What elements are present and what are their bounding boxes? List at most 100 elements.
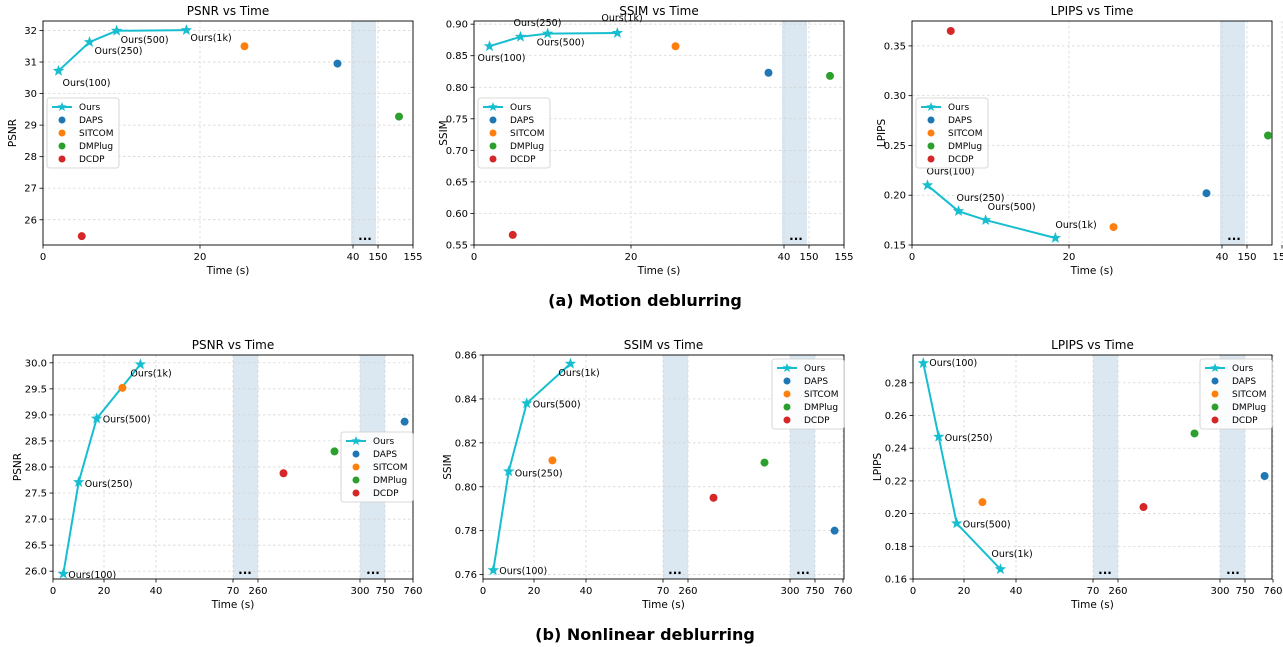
- ours-point-label: Ours(250): [945, 433, 993, 444]
- x-tick-label: 0: [480, 586, 486, 597]
- ours-point-label: Ours(250): [95, 46, 143, 57]
- legend-label: DCDP: [79, 155, 105, 165]
- legend-label: DMPlug: [510, 142, 544, 152]
- x-tick-label: 760: [1263, 586, 1282, 597]
- ours-line: [57, 29, 187, 72]
- x-tick-label: 760: [833, 586, 852, 597]
- axis-break-ellipsis: ...: [1226, 563, 1240, 577]
- x-tick-label: 20: [98, 586, 111, 597]
- y-tick-label: 0.30: [884, 91, 906, 102]
- legend-label: SITCOM: [1232, 390, 1266, 400]
- sitcom-point: [548, 456, 557, 465]
- dmplug-point: [760, 458, 769, 467]
- y-tick-label: 29.5: [25, 384, 47, 395]
- panel-title: LPIPS vs Time: [1051, 338, 1134, 352]
- legend-swatch-dot: [927, 142, 935, 150]
- sitcom-point: [1109, 223, 1118, 232]
- x-tick-label: 260: [1108, 586, 1127, 597]
- daps-point: [1260, 471, 1269, 480]
- dcdp-point: [709, 493, 718, 502]
- daps-point: [1202, 189, 1211, 198]
- ours-point-label: Ours(100): [499, 566, 547, 577]
- dcdp-point: [508, 230, 517, 239]
- caption-motion-deblurring: (a) Motion deblurring: [548, 291, 742, 310]
- ours-point-label: Ours(1k): [991, 549, 1032, 560]
- dcdp-point: [1139, 503, 1148, 512]
- y-tick-label: 0.60: [446, 209, 468, 220]
- legend: Ours DAPS SITCOM DMPlug DCDP: [771, 358, 845, 430]
- axis-break-ellipsis: ...: [238, 563, 252, 577]
- legend-label: DAPS: [510, 116, 534, 126]
- ours-star-marker: [951, 517, 963, 529]
- x-tick-label: 0: [471, 252, 477, 263]
- y-tick-label: 0.25: [884, 141, 906, 152]
- y-tick-label: 26.0: [25, 567, 47, 578]
- y-tick-label: 0.16: [885, 575, 907, 586]
- legend: Ours DAPS SITCOM DMPlug DCDP: [1199, 358, 1273, 430]
- legend-swatch-dot: [489, 129, 497, 137]
- y-tick-label: 0.28: [885, 378, 907, 389]
- y-tick-label: 29.0: [25, 410, 47, 421]
- x-tick-label: 260: [248, 586, 267, 597]
- ours-star-marker: [979, 214, 992, 225]
- x-tick-label: 20: [194, 252, 207, 263]
- axis-break-ellipsis: ...: [796, 563, 810, 577]
- y-tick-label: 0.75: [446, 114, 468, 125]
- axis-break-band: [1220, 21, 1245, 245]
- y-tick-label: 28.5: [25, 436, 47, 447]
- legend-label: DCDP: [1232, 416, 1258, 426]
- axis-break-band: [1093, 355, 1118, 579]
- legend-label: SITCOM: [373, 463, 407, 473]
- x-tick-label: 20: [528, 586, 541, 597]
- x-tick-label: 260: [678, 586, 697, 597]
- x-tick-label: 300: [350, 586, 369, 597]
- y-axis-label: LPIPS: [876, 119, 888, 148]
- ours-star-marker: [994, 563, 1007, 575]
- ours-star-marker: [57, 567, 69, 579]
- ours-star-marker: [1049, 232, 1062, 243]
- axis-break-ellipsis: ...: [789, 229, 803, 243]
- ours-star-marker: [487, 564, 499, 576]
- panel-0-1: 0 20 40 150 155 0.55 0.60 0.65 0.70 0.75 0.80 0.85 0…: [438, 4, 854, 277]
- legend-label: Ours: [79, 103, 100, 113]
- y-tick-label: 31: [24, 58, 37, 69]
- ours-point-label: Ours(100): [63, 78, 111, 89]
- plot-frame: [482, 354, 845, 580]
- legend-label: DMPlug: [804, 403, 838, 413]
- x-tick-label: 750: [1235, 586, 1254, 597]
- ours-star-marker: [933, 430, 945, 442]
- ours-point-label: Ours(250): [514, 18, 562, 29]
- y-tick-label: 28.0: [25, 463, 47, 474]
- daps-point: [830, 526, 839, 535]
- y-tick-label: 30.0: [25, 358, 47, 369]
- ours-point-label: Ours(500): [103, 415, 151, 426]
- x-axis-label: Time (s): [1070, 265, 1114, 277]
- x-axis-label: Time (s): [1070, 599, 1114, 611]
- y-axis-label: PSNR: [7, 119, 19, 147]
- y-axis-label: PSNR: [12, 453, 24, 481]
- legend-swatch-star: [1210, 363, 1220, 373]
- panel-title: SSIM vs Time: [624, 338, 703, 352]
- legend-swatch-dot: [58, 116, 66, 124]
- legend-label: Ours: [948, 103, 969, 113]
- legend-swatch-star: [57, 102, 67, 112]
- dmplug-point: [826, 71, 834, 80]
- axis-break-ellipsis: ...: [668, 563, 682, 577]
- legend-label: DMPlug: [1232, 403, 1266, 413]
- plot-frame: [473, 20, 845, 246]
- ours-point-label: Ours(1k): [130, 368, 171, 379]
- y-tick-label: 0.76: [455, 570, 477, 581]
- ours-point-label: Ours(100): [478, 53, 526, 64]
- ours-star-marker: [91, 412, 103, 424]
- ours-star-marker: [73, 476, 85, 487]
- y-tick-label: 0.70: [446, 146, 468, 157]
- legend-label: Ours: [373, 437, 394, 447]
- x-tick-label: 150: [799, 252, 818, 263]
- caption-nonlinear-deblurring: (b) Nonlinear deblurring: [535, 625, 755, 644]
- legend-swatch-dot: [783, 416, 791, 424]
- legend-swatch-dot: [783, 390, 791, 398]
- ours-point-label: Ours(1k): [1055, 220, 1096, 231]
- legend-box: [477, 97, 551, 169]
- legend-label: Ours: [510, 103, 531, 113]
- axis-break-ellipsis: ...: [1227, 229, 1241, 243]
